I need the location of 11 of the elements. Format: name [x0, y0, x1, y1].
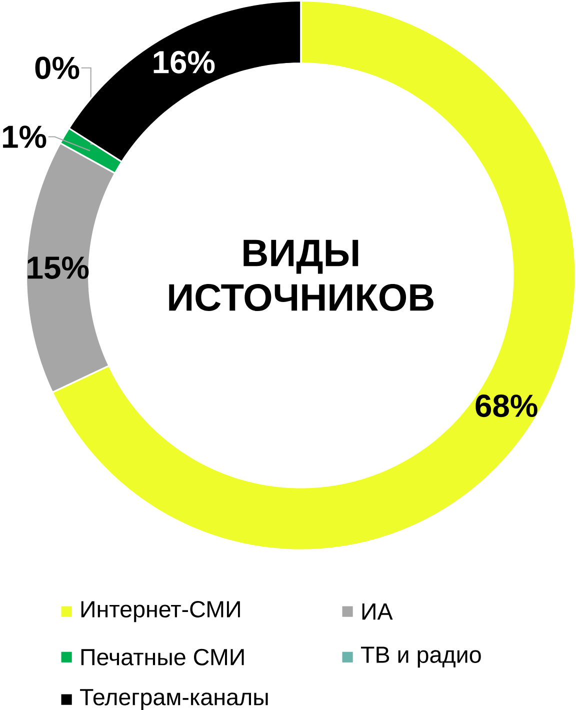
data-label: 16% — [154, 50, 215, 74]
legend-label: ИА — [362, 604, 393, 620]
legend-label: Телеграм-каналы — [80, 689, 268, 710]
text: ВИДЫ ИСТОЧНИКОВ — [169, 240, 434, 311]
text: 0% — [35, 56, 80, 80]
legend-label: Печатные СМИ — [81, 648, 244, 666]
data-label: 1% — [2, 126, 46, 148]
data-label: 15% — [28, 256, 89, 279]
legend-label: Интернет-СМИ — [81, 600, 240, 622]
data-label: 68% — [476, 394, 538, 418]
legend-label: ТВ и радио — [360, 646, 481, 668]
